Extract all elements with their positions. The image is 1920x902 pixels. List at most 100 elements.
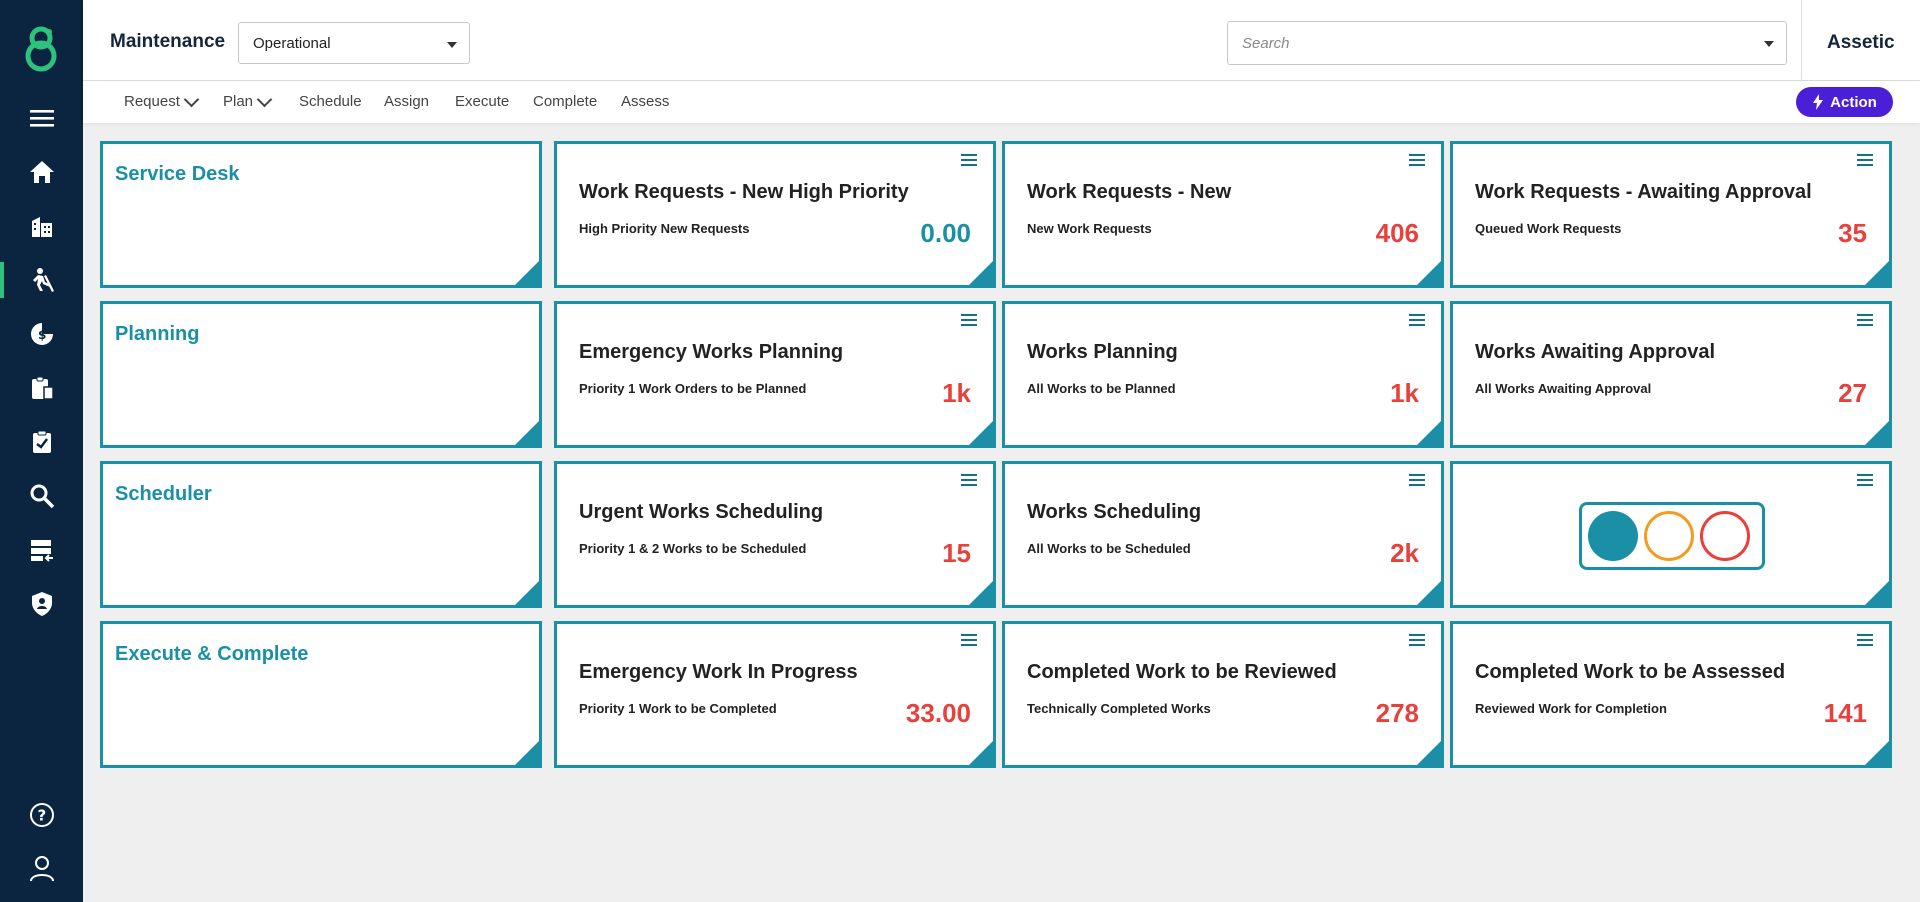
kpi-value: 2k bbox=[1390, 538, 1419, 568]
chevron-down-icon bbox=[256, 91, 273, 107]
kpi-value: 33.00 bbox=[905, 698, 971, 728]
kpi-tile-urgent-scheduling[interactable]: Urgent Works Scheduling Priority 1 & 2 W… bbox=[554, 461, 996, 608]
kpi-tile-new-high-priority[interactable]: Work Requests - New High Priority High P… bbox=[554, 141, 996, 288]
finance-icon[interactable]: $ bbox=[0, 312, 83, 356]
kpi-value: 278 bbox=[1375, 698, 1419, 728]
kpi-tile-awaiting-approval[interactable]: Work Requests - Awaiting Approval Queued… bbox=[1450, 141, 1892, 288]
sidebar-menu-icon[interactable] bbox=[0, 96, 83, 140]
tile-menu-icon[interactable] bbox=[1409, 314, 1425, 326]
traffic-light-red bbox=[1700, 511, 1750, 561]
brand-name: Assetic bbox=[1827, 32, 1895, 53]
tile-menu-icon[interactable] bbox=[1857, 154, 1873, 166]
tile-menu-icon[interactable] bbox=[1409, 154, 1425, 166]
top-bar: Maintenance Operational Search Assetic bbox=[83, 0, 1920, 81]
kpi-tile-to-be-assessed[interactable]: Completed Work to be Assessed Reviewed W… bbox=[1450, 621, 1892, 768]
shield-user-icon[interactable] bbox=[0, 582, 83, 626]
search-icon[interactable] bbox=[0, 474, 83, 518]
kpi-value: 406 bbox=[1375, 218, 1419, 248]
svg-text:$: $ bbox=[38, 328, 46, 342]
assetic-logo-icon[interactable] bbox=[18, 24, 64, 74]
section-tile-scheduler[interactable]: Scheduler bbox=[100, 461, 542, 608]
task-clipboard-icon[interactable] bbox=[0, 420, 83, 464]
traffic-light-icon bbox=[1579, 502, 1765, 570]
tile-menu-icon[interactable] bbox=[961, 634, 977, 646]
tile-corner bbox=[969, 741, 993, 765]
kpi-tile-traffic-light[interactable] bbox=[1450, 461, 1892, 608]
tile-corner bbox=[515, 581, 539, 605]
nav-plan[interactable]: Plan bbox=[223, 91, 273, 110]
tile-corner bbox=[969, 421, 993, 445]
nav-plan-label: Plan bbox=[223, 93, 254, 110]
chevron-down-icon bbox=[183, 91, 200, 107]
tile-menu-icon[interactable] bbox=[961, 154, 977, 166]
nav-complete[interactable]: Complete bbox=[533, 93, 597, 110]
search-input[interactable]: Search bbox=[1227, 21, 1787, 65]
nav-request-label: Request bbox=[124, 93, 180, 110]
kpi-value: 35 bbox=[1838, 218, 1867, 248]
kpi-title: Work Requests - Awaiting Approval bbox=[1475, 181, 1812, 203]
nav-schedule-label: Schedule bbox=[299, 93, 362, 110]
nav-request[interactable]: Request bbox=[124, 91, 200, 110]
mode-select[interactable]: Operational bbox=[238, 22, 470, 64]
kpi-value: 15 bbox=[942, 538, 971, 568]
kpi-tile-emergency-in-progress[interactable]: Emergency Work In Progress Priority 1 Wo… bbox=[554, 621, 996, 768]
page-scrollbar[interactable] bbox=[1906, 0, 1920, 902]
kpi-subtitle: Priority 1 & 2 Works to be Scheduled bbox=[579, 541, 807, 556]
nav-bar: Request Plan Schedule Assign Execute Com… bbox=[83, 81, 1920, 123]
kpi-tile-work-requests-new[interactable]: Work Requests - New New Work Requests 40… bbox=[1002, 141, 1444, 288]
kpi-tile-to-be-reviewed[interactable]: Completed Work to be Reviewed Technicall… bbox=[1002, 621, 1444, 768]
kpi-subtitle: Priority 1 Work to be Completed bbox=[579, 701, 777, 716]
page-title: Maintenance bbox=[110, 31, 226, 52]
user-icon[interactable] bbox=[0, 846, 83, 890]
action-button[interactable]: Action bbox=[1796, 87, 1893, 117]
kpi-subtitle: All Works Awaiting Approval bbox=[1475, 381, 1652, 396]
tile-corner bbox=[969, 261, 993, 285]
caret-down-icon bbox=[447, 42, 457, 48]
kpi-value: 27 bbox=[1838, 378, 1867, 408]
kpi-tile-works-planning[interactable]: Works Planning All Works to be Planned 1… bbox=[1002, 301, 1444, 448]
tile-menu-icon[interactable] bbox=[1409, 474, 1425, 486]
kpi-tile-works-awaiting-approval[interactable]: Works Awaiting Approval All Works Awaiti… bbox=[1450, 301, 1892, 448]
nav-assign-label: Assign bbox=[384, 93, 430, 110]
kpi-title: Works Awaiting Approval bbox=[1475, 341, 1716, 363]
tile-menu-icon[interactable] bbox=[961, 474, 977, 486]
nav-assign[interactable]: Assign bbox=[384, 93, 429, 110]
kpi-tile-works-scheduling[interactable]: Works Scheduling All Works to be Schedul… bbox=[1002, 461, 1444, 608]
section-title: Planning bbox=[115, 323, 200, 345]
nav-schedule[interactable]: Schedule bbox=[299, 93, 362, 110]
tile-corner bbox=[515, 741, 539, 765]
section-title: Service Desk bbox=[115, 163, 240, 185]
kpi-tile-emergency-planning[interactable]: Emergency Works Planning Priority 1 Work… bbox=[554, 301, 996, 448]
kpi-subtitle: Priority 1 Work Orders to be Planned bbox=[579, 381, 807, 396]
tile-menu-icon[interactable] bbox=[1857, 314, 1873, 326]
tile-corner bbox=[1417, 581, 1441, 605]
sidebar: $ ? bbox=[0, 0, 83, 902]
nav-assess[interactable]: Assess bbox=[621, 93, 669, 110]
section-tile-planning[interactable]: Planning bbox=[100, 301, 542, 448]
kpi-title: Works Scheduling bbox=[1027, 501, 1202, 523]
tile-corner bbox=[1865, 741, 1889, 765]
header-divider bbox=[1801, 0, 1802, 80]
section-tile-service-desk[interactable]: Service Desk bbox=[100, 141, 542, 288]
nav-execute[interactable]: Execute bbox=[455, 93, 509, 110]
kpi-value: 0.00 bbox=[920, 218, 971, 248]
svg-text:?: ? bbox=[37, 807, 46, 825]
home-icon[interactable] bbox=[0, 150, 83, 194]
building-icon[interactable] bbox=[0, 204, 83, 248]
search-placeholder: Search bbox=[1242, 35, 1290, 52]
maintenance-worker-icon[interactable] bbox=[0, 258, 83, 302]
section-tile-execute-complete[interactable]: Execute & Complete bbox=[100, 621, 542, 768]
clipboard-icon[interactable] bbox=[0, 366, 83, 410]
tile-menu-icon[interactable] bbox=[1409, 634, 1425, 646]
tile-menu-icon[interactable] bbox=[1857, 634, 1873, 646]
kpi-subtitle: High Priority New Requests bbox=[579, 221, 750, 236]
search-caret-down-icon[interactable] bbox=[1764, 41, 1774, 47]
kpi-subtitle: All Works to be Scheduled bbox=[1027, 541, 1191, 556]
tile-menu-icon[interactable] bbox=[961, 314, 977, 326]
kpi-title: Emergency Works Planning bbox=[579, 341, 844, 363]
help-icon[interactable]: ? bbox=[0, 793, 83, 837]
data-import-icon[interactable] bbox=[0, 528, 83, 572]
tile-menu-icon[interactable] bbox=[1857, 474, 1873, 486]
tile-corner bbox=[1865, 581, 1889, 605]
mode-select-value: Operational bbox=[253, 35, 331, 52]
